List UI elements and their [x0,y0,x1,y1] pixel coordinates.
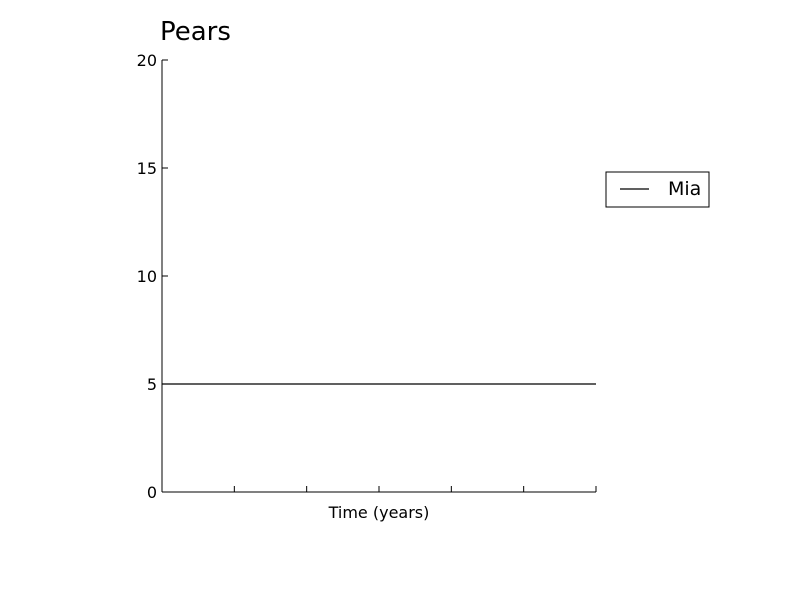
x-ticks [161,486,597,492]
legend: Mia [605,171,710,208]
chart-title: Pears [160,17,231,47]
axes [161,60,596,493]
y-tick-label: 10 [137,267,157,286]
x-axis-label: Time (years) [328,503,430,522]
legend-entry-mia: Mia [668,178,701,200]
y-ticks: 0 5 10 15 20 [137,51,168,502]
y-tick-label: 0 [147,483,157,502]
y-tick-label: 20 [137,51,157,70]
y-tick-label: 5 [147,375,157,394]
y-tick-label: 15 [137,159,157,178]
